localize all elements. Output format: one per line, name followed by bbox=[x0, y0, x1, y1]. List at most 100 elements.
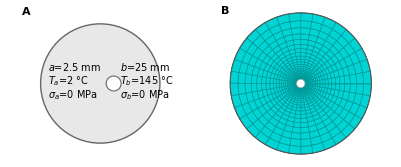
Polygon shape bbox=[246, 92, 254, 103]
Polygon shape bbox=[307, 82, 308, 84]
Polygon shape bbox=[297, 103, 301, 105]
Polygon shape bbox=[298, 64, 301, 67]
Polygon shape bbox=[265, 17, 279, 29]
Polygon shape bbox=[309, 58, 314, 62]
Polygon shape bbox=[307, 86, 309, 88]
Polygon shape bbox=[303, 77, 304, 78]
Polygon shape bbox=[349, 38, 362, 52]
Polygon shape bbox=[294, 78, 295, 80]
Polygon shape bbox=[304, 98, 307, 100]
Polygon shape bbox=[315, 65, 320, 69]
Polygon shape bbox=[292, 97, 296, 100]
Polygon shape bbox=[324, 68, 330, 74]
Polygon shape bbox=[308, 74, 310, 77]
Polygon shape bbox=[292, 85, 294, 86]
Polygon shape bbox=[329, 46, 339, 55]
Polygon shape bbox=[286, 120, 294, 127]
Polygon shape bbox=[293, 95, 296, 98]
Polygon shape bbox=[322, 97, 328, 103]
Polygon shape bbox=[304, 93, 307, 95]
Polygon shape bbox=[306, 78, 308, 80]
Polygon shape bbox=[287, 98, 291, 102]
Circle shape bbox=[106, 76, 121, 91]
Polygon shape bbox=[301, 68, 304, 70]
Polygon shape bbox=[297, 86, 298, 87]
Polygon shape bbox=[320, 25, 332, 35]
Polygon shape bbox=[263, 55, 271, 64]
Polygon shape bbox=[307, 84, 308, 85]
Polygon shape bbox=[309, 89, 311, 91]
Polygon shape bbox=[295, 82, 296, 84]
Polygon shape bbox=[305, 87, 306, 88]
Polygon shape bbox=[303, 70, 306, 72]
Polygon shape bbox=[311, 110, 318, 116]
Polygon shape bbox=[295, 87, 296, 88]
Polygon shape bbox=[342, 91, 350, 101]
Polygon shape bbox=[298, 95, 301, 97]
Polygon shape bbox=[292, 80, 293, 82]
Polygon shape bbox=[295, 93, 297, 95]
Polygon shape bbox=[289, 113, 296, 118]
Polygon shape bbox=[318, 50, 326, 57]
Polygon shape bbox=[289, 72, 292, 75]
Polygon shape bbox=[312, 69, 316, 72]
Polygon shape bbox=[309, 130, 320, 138]
Polygon shape bbox=[328, 58, 335, 66]
Polygon shape bbox=[314, 71, 318, 75]
Polygon shape bbox=[303, 78, 304, 79]
Polygon shape bbox=[314, 81, 316, 84]
Polygon shape bbox=[339, 84, 345, 91]
Polygon shape bbox=[314, 89, 317, 92]
Polygon shape bbox=[328, 84, 332, 89]
Polygon shape bbox=[296, 68, 298, 71]
Polygon shape bbox=[289, 84, 290, 86]
Polygon shape bbox=[297, 93, 299, 94]
Polygon shape bbox=[286, 86, 288, 89]
Polygon shape bbox=[297, 88, 298, 89]
Polygon shape bbox=[308, 77, 310, 79]
Polygon shape bbox=[271, 99, 277, 106]
Polygon shape bbox=[296, 70, 299, 72]
Polygon shape bbox=[277, 66, 282, 71]
Polygon shape bbox=[288, 70, 291, 74]
Polygon shape bbox=[254, 99, 263, 108]
Polygon shape bbox=[318, 73, 321, 77]
Polygon shape bbox=[314, 78, 316, 81]
Polygon shape bbox=[299, 74, 301, 75]
Polygon shape bbox=[288, 45, 295, 51]
Polygon shape bbox=[310, 82, 312, 84]
Polygon shape bbox=[306, 49, 313, 54]
Polygon shape bbox=[278, 107, 285, 114]
Polygon shape bbox=[313, 96, 318, 100]
Polygon shape bbox=[296, 78, 298, 79]
Polygon shape bbox=[297, 94, 299, 95]
Polygon shape bbox=[318, 94, 322, 99]
Polygon shape bbox=[305, 75, 307, 77]
Polygon shape bbox=[301, 118, 308, 123]
Polygon shape bbox=[313, 60, 318, 65]
Polygon shape bbox=[291, 78, 292, 80]
Polygon shape bbox=[253, 35, 265, 48]
Polygon shape bbox=[294, 91, 296, 93]
Polygon shape bbox=[269, 117, 279, 126]
Polygon shape bbox=[315, 86, 318, 89]
Polygon shape bbox=[288, 145, 301, 154]
Polygon shape bbox=[283, 102, 289, 107]
Polygon shape bbox=[304, 87, 305, 88]
Polygon shape bbox=[313, 47, 320, 53]
Polygon shape bbox=[314, 57, 321, 62]
Polygon shape bbox=[242, 103, 253, 115]
Polygon shape bbox=[282, 29, 292, 37]
Polygon shape bbox=[308, 85, 309, 86]
Polygon shape bbox=[341, 124, 355, 138]
Polygon shape bbox=[306, 109, 311, 114]
Polygon shape bbox=[305, 82, 306, 83]
Polygon shape bbox=[304, 91, 306, 93]
Polygon shape bbox=[301, 145, 313, 154]
Polygon shape bbox=[312, 86, 314, 88]
Polygon shape bbox=[319, 76, 322, 80]
Polygon shape bbox=[301, 105, 305, 108]
Polygon shape bbox=[296, 78, 297, 80]
Polygon shape bbox=[276, 122, 286, 130]
Polygon shape bbox=[303, 87, 304, 88]
